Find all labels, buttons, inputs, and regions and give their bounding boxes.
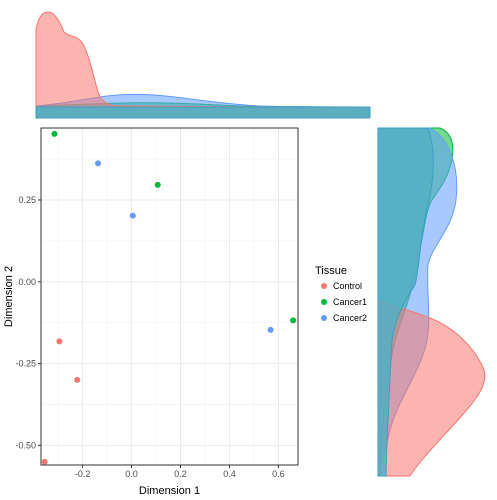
y-tick-label: -0.25 [15, 359, 36, 369]
right-density-overlap [377, 127, 434, 477]
point-control [74, 376, 81, 383]
y-axis-title: Dimension 2 [3, 266, 15, 327]
x-axis-ticks: -0.2 0.0 0.2 0.4 0.6 [75, 465, 285, 479]
x-tick-label: 0.0 [125, 469, 138, 479]
legend-title: Tissue [315, 265, 347, 277]
x-tick-label: -0.2 [75, 469, 91, 479]
right-density-control [377, 299, 486, 477]
y-tick-label: -0.50 [15, 440, 36, 450]
y-tick-label: 0.00 [18, 277, 36, 287]
grid-lines [41, 128, 298, 465]
legend-key-cancer1 [321, 299, 327, 305]
top-density-overlap [35, 106, 371, 119]
x-axis-title: Dimension 1 [139, 485, 200, 497]
legend: Tissue Control Cancer1 Cancer2 [315, 265, 367, 323]
plot-border [40, 127, 299, 466]
point-cancer2 [267, 326, 274, 333]
legend-key-cancer2 [321, 315, 327, 321]
data-points [41, 130, 297, 465]
top-marginal-density [35, 11, 371, 119]
point-cancer2 [95, 160, 102, 167]
point-control [56, 338, 63, 345]
right-marginal-density [377, 127, 486, 477]
legend-label-cancer2: Cancer2 [333, 313, 367, 323]
y-axis-ticks: 0.25 0.00 -0.25 -0.50 [15, 195, 41, 450]
point-control [41, 458, 48, 465]
legend-key-control [321, 283, 327, 289]
x-tick-label: 0.6 [272, 469, 285, 479]
plot-panel [41, 128, 298, 465]
x-tick-label: 0.4 [223, 469, 236, 479]
legend-label-cancer1: Cancer1 [333, 297, 367, 307]
y-tick-label: 0.25 [18, 195, 36, 205]
point-cancer1 [154, 181, 161, 188]
legend-label-control: Control [333, 281, 362, 291]
point-cancer2 [129, 212, 136, 219]
point-cancer1 [290, 317, 297, 324]
point-cancer1 [51, 130, 58, 137]
x-tick-label: 0.2 [174, 469, 187, 479]
